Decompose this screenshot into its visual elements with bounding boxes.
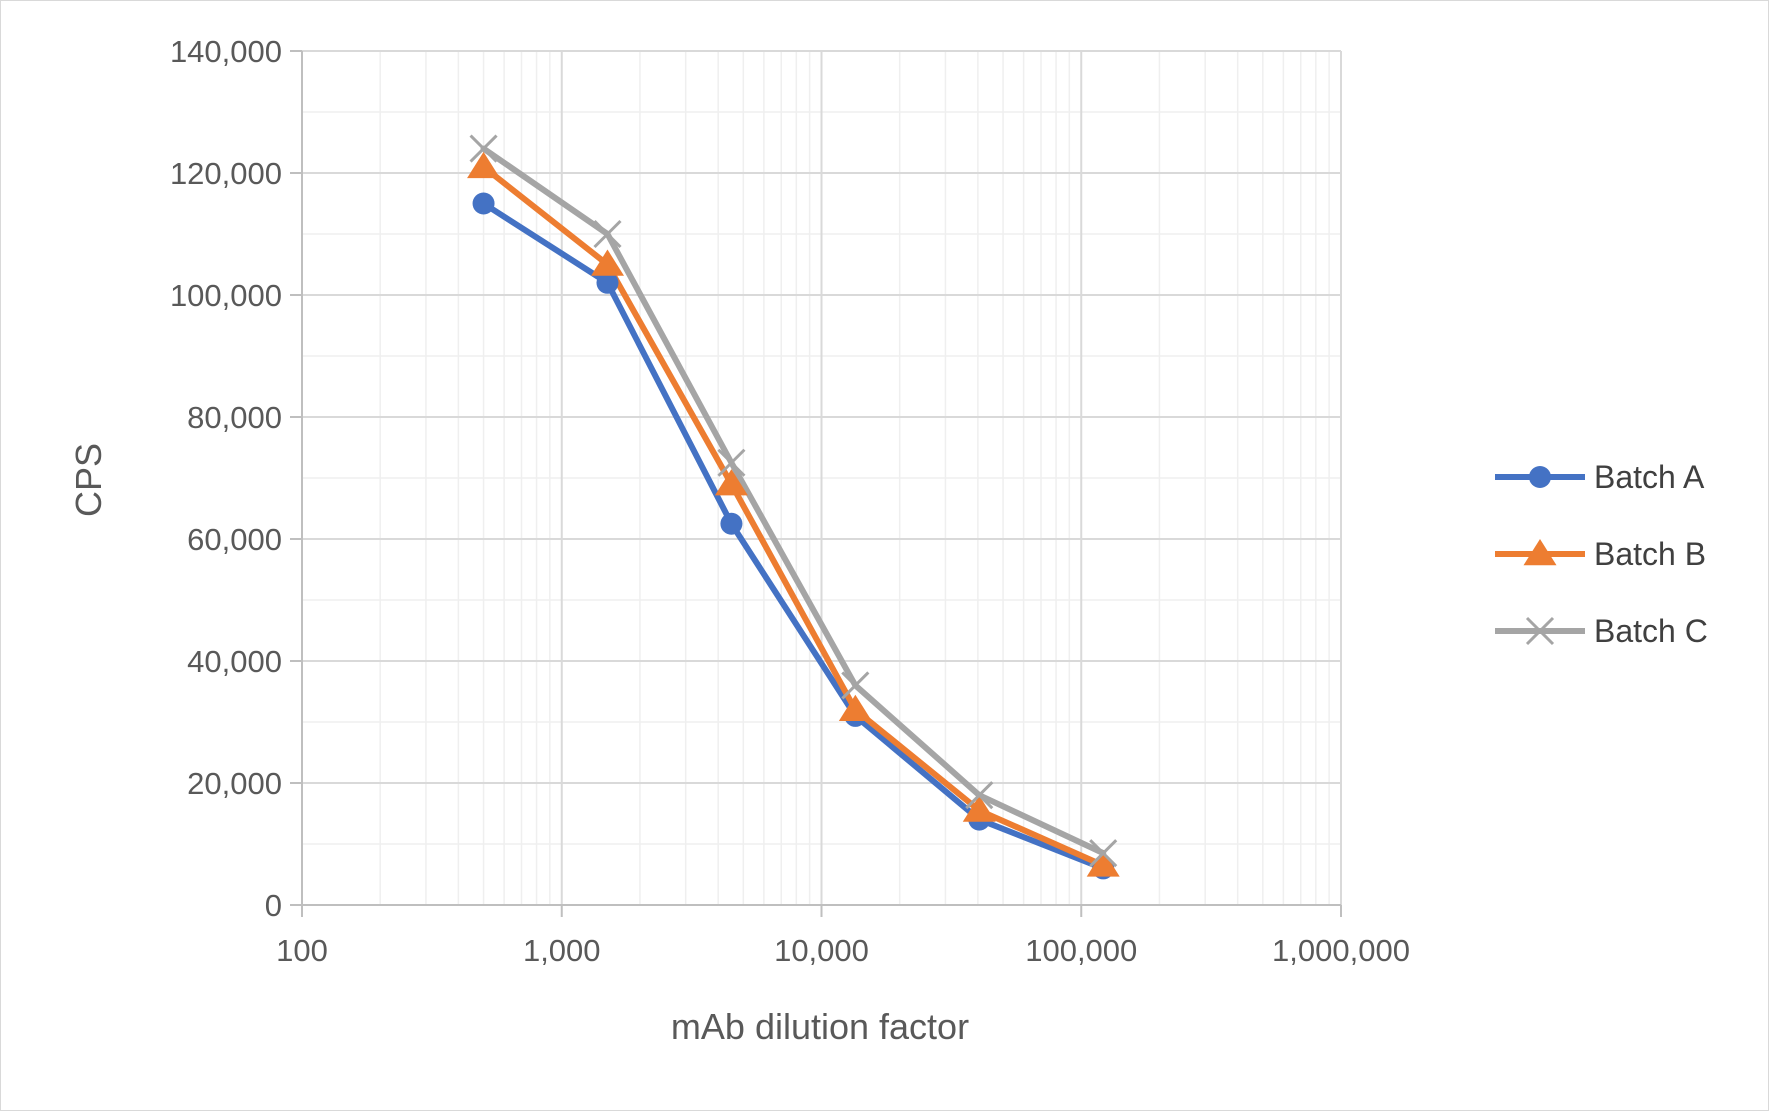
y-tick-labels: 0 20,000 40,000 60,000 80,000 100,000 120,000 1… bbox=[170, 34, 282, 923]
data-point-batch-c bbox=[717, 448, 746, 477]
legend-label: Batch A bbox=[1594, 459, 1705, 495]
legend: Batch A Batch B Batch C bbox=[1495, 459, 1708, 649]
series-markers bbox=[467, 134, 1120, 880]
marker-stroke bbox=[593, 219, 622, 249]
series-line-batch-c bbox=[480, 145, 1107, 857]
data-point-batch-b bbox=[1086, 850, 1120, 877]
series-lines bbox=[480, 145, 1107, 872]
x-tick-label: 10,000 bbox=[774, 933, 869, 968]
data-point-batch-c bbox=[469, 134, 498, 163]
legend-swatch-marker bbox=[1525, 616, 1555, 646]
marker-stroke bbox=[841, 671, 870, 700]
data-point-batch-c bbox=[841, 671, 870, 700]
series-line-batch-a bbox=[480, 200, 1107, 872]
marker-stroke bbox=[1525, 616, 1555, 646]
data-point-batch-a bbox=[596, 271, 619, 294]
marker-stroke bbox=[1089, 839, 1118, 868]
data-point-batch-a bbox=[472, 192, 495, 215]
legend-label: Batch C bbox=[1594, 613, 1708, 649]
legend-item-batch-b: Batch B bbox=[1495, 536, 1706, 572]
y-tick-label: 140,000 bbox=[170, 34, 282, 69]
x-tick-labels: 100 1,000 10,000 100,000 1,000,000 bbox=[276, 933, 1410, 968]
y-tick-label: 0 bbox=[265, 888, 282, 923]
legend-swatch-marker bbox=[1523, 539, 1557, 566]
x-tick-label: 1,000,000 bbox=[1272, 933, 1410, 968]
marker-stroke bbox=[965, 781, 994, 810]
y-tick-label: 120,000 bbox=[170, 156, 282, 191]
series-line-batch-b bbox=[480, 163, 1107, 869]
axes bbox=[290, 50, 1342, 917]
y-tick-label: 100,000 bbox=[170, 278, 282, 313]
legend-item-batch-c: Batch C bbox=[1495, 613, 1708, 649]
legend-item-batch-a: Batch A bbox=[1495, 459, 1705, 495]
legend-label: Batch B bbox=[1594, 536, 1706, 572]
legend-swatch-marker bbox=[1529, 466, 1551, 488]
data-point-batch-b bbox=[962, 795, 996, 822]
y-tick-label: 40,000 bbox=[187, 644, 282, 679]
y-axis-title: CPS bbox=[68, 443, 109, 517]
x-tick-label: 1,000 bbox=[523, 933, 601, 968]
data-point-batch-b bbox=[714, 469, 748, 496]
x-axis-title: mAb dilution factor bbox=[671, 1006, 969, 1047]
x-tick-label: 100 bbox=[276, 933, 328, 968]
y-tick-label: 20,000 bbox=[187, 766, 282, 801]
data-point-batch-c bbox=[593, 219, 622, 249]
x-tick-label: 100,000 bbox=[1025, 933, 1137, 968]
data-point-batch-a bbox=[720, 512, 743, 535]
data-point-batch-c bbox=[1089, 839, 1118, 868]
data-point-batch-b bbox=[838, 694, 872, 722]
data-point-batch-b bbox=[590, 249, 624, 276]
data-point-batch-c bbox=[965, 781, 994, 810]
marker-stroke bbox=[717, 448, 746, 477]
y-tick-label: 80,000 bbox=[187, 400, 282, 435]
marker-stroke bbox=[469, 134, 498, 163]
data-point-batch-b bbox=[467, 151, 501, 179]
y-tick-label: 60,000 bbox=[187, 522, 282, 557]
